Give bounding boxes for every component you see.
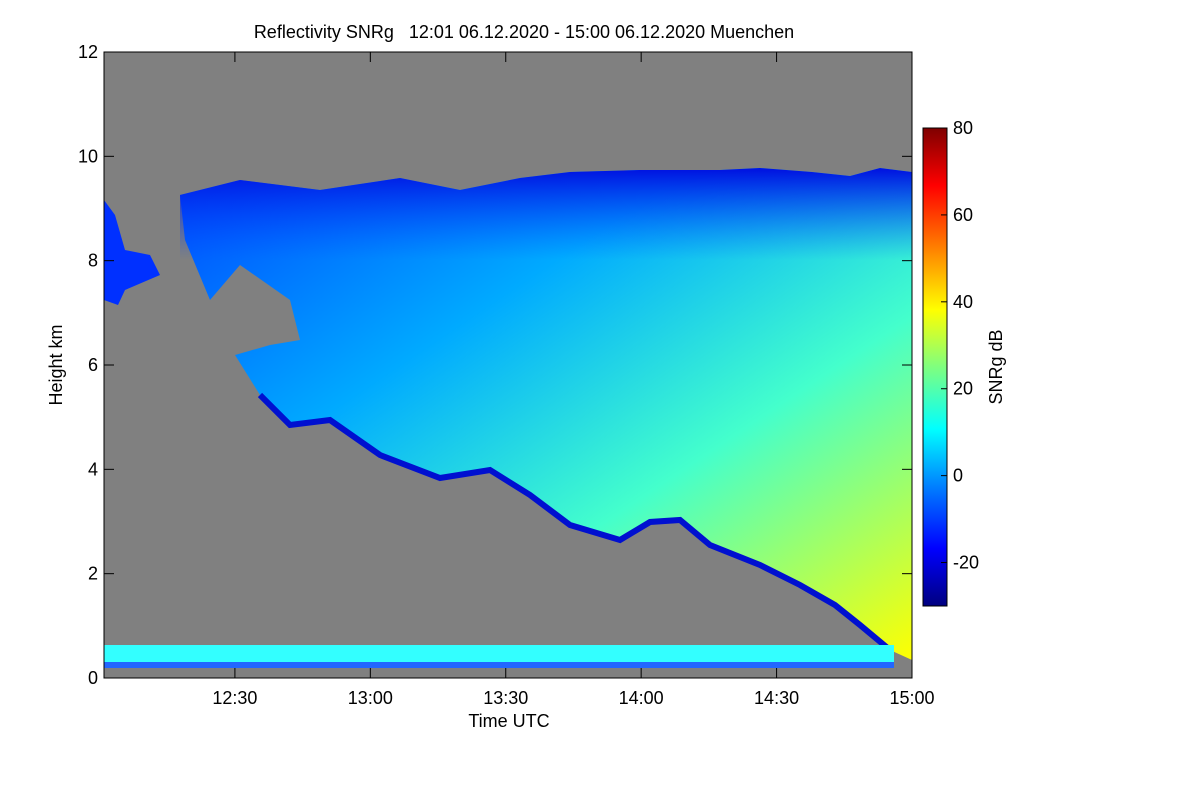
colorbar-tick-label: 0 (953, 466, 963, 486)
x-tick-label: 13:30 (483, 688, 528, 708)
chart-title: Reflectivity SNRg 12:01 06.12.2020 - 15:… (254, 22, 794, 42)
echo-main-precipitation (180, 168, 912, 660)
colorbar-tick-label: 20 (953, 379, 973, 399)
x-ticks: 12:30 13:00 13:30 14:00 14:30 15:00 (212, 52, 935, 708)
y-tick-label: 12 (78, 42, 98, 62)
echo-cloud-top (180, 168, 912, 260)
x-axis-label: Time UTC (468, 711, 549, 731)
y-tick-label: 10 (78, 146, 98, 166)
y-tick-label: 4 (88, 459, 98, 479)
colorbar (922, 127, 948, 607)
colorbar-tick-label: -20 (953, 553, 979, 573)
echo-lower-fringe (257, 392, 892, 653)
echo-early-cloud (104, 200, 160, 305)
echo-ground-clutter-base (104, 662, 894, 668)
echo-layers (104, 168, 912, 668)
y-axis-label: Height km (46, 324, 66, 405)
x-tick-label: 13:00 (348, 688, 393, 708)
y-tick-label: 2 (88, 564, 98, 584)
y-tick-label: 6 (88, 355, 98, 375)
x-tick-label: 14:30 (754, 688, 799, 708)
x-tick-label: 14:00 (619, 688, 664, 708)
colorbar-label: SNRg dB (986, 329, 1006, 404)
colorbar-tick-label: 60 (953, 205, 973, 225)
x-tick-label: 12:30 (212, 688, 257, 708)
colorbar-tick-label: 40 (953, 292, 973, 312)
colorbar-tick-label: 80 (953, 118, 973, 138)
x-tick-label: 15:00 (889, 688, 934, 708)
echo-ground-clutter (104, 645, 894, 667)
colorbar-ticks: -20 0 20 40 60 80 (941, 118, 979, 573)
y-tick-label: 0 (88, 668, 98, 688)
y-ticks: 0 2 4 6 8 10 12 (78, 42, 912, 688)
y-tick-label: 8 (88, 251, 98, 271)
